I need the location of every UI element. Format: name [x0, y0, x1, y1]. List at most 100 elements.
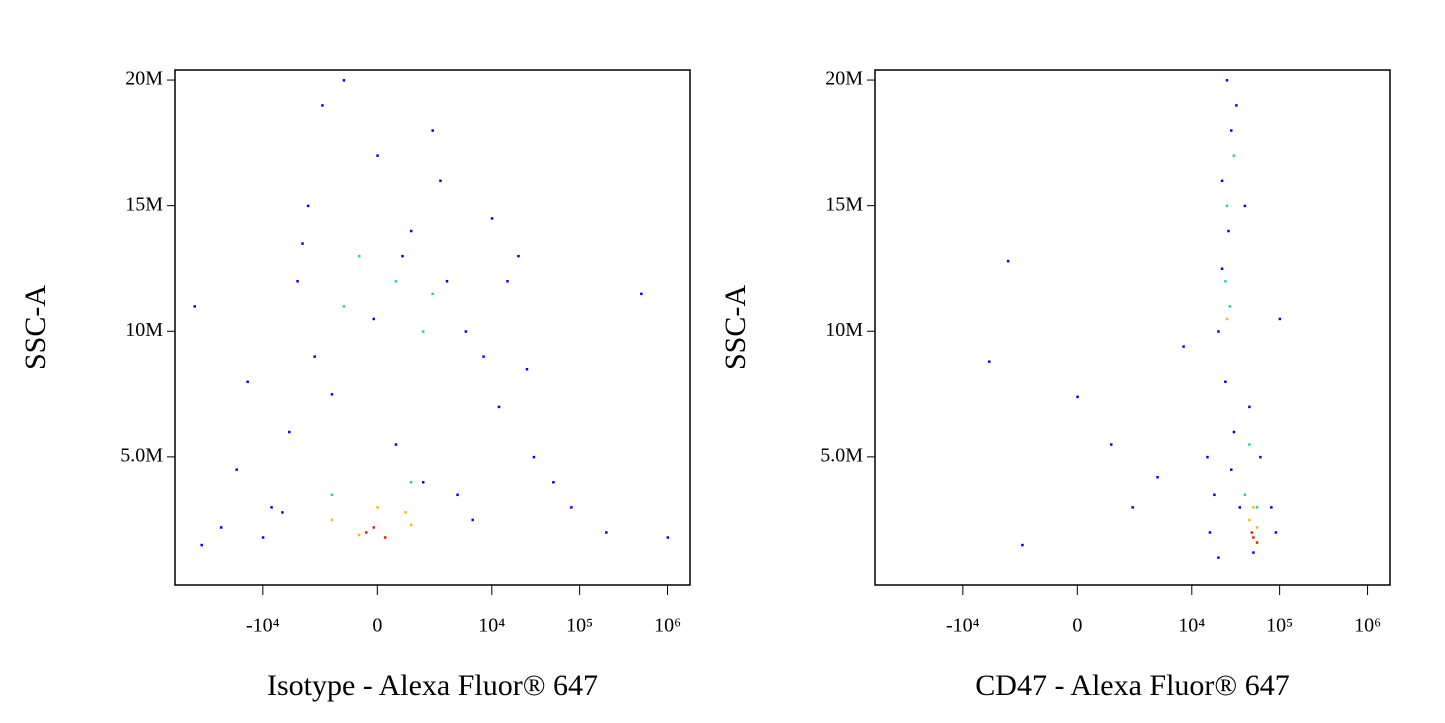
point	[1259, 455, 1262, 459]
point	[394, 280, 398, 283]
point	[490, 217, 494, 220]
point	[365, 531, 368, 534]
point	[605, 531, 608, 534]
x-tick-label: 10⁵	[566, 615, 593, 637]
x-tick-label: 0	[372, 615, 382, 637]
point	[1224, 380, 1227, 384]
x-axis-label: Isotype - Alexa Fluor® 647	[267, 669, 598, 702]
point	[1220, 179, 1224, 183]
point	[1250, 531, 1254, 534]
point	[270, 506, 273, 509]
point	[1232, 430, 1236, 434]
point	[306, 204, 310, 208]
point	[1274, 531, 1278, 534]
point	[1270, 506, 1273, 509]
point	[261, 536, 265, 539]
x-tick-label: 10⁶	[654, 615, 681, 637]
point	[1230, 468, 1233, 471]
point	[506, 280, 509, 283]
point	[439, 179, 442, 183]
point	[525, 367, 529, 371]
x-tick-label: 10⁴	[1178, 615, 1205, 637]
y-tick-label: 10M	[825, 319, 863, 341]
point	[517, 254, 520, 258]
point	[409, 229, 413, 233]
point	[193, 305, 197, 308]
point	[532, 455, 536, 459]
point	[409, 523, 413, 527]
point	[404, 511, 407, 514]
point	[1076, 395, 1079, 399]
point	[1208, 531, 1212, 534]
point	[246, 380, 249, 384]
point	[1255, 526, 1259, 529]
point	[383, 536, 387, 539]
x-tick-label: -10⁴	[946, 615, 980, 637]
point	[1252, 506, 1255, 509]
point	[1235, 104, 1238, 107]
y-tick-label: 15M	[825, 193, 863, 215]
point	[1255, 541, 1259, 544]
point	[342, 305, 346, 308]
point	[376, 154, 379, 157]
point	[1217, 556, 1220, 559]
point	[666, 536, 670, 539]
point	[421, 330, 425, 333]
point	[281, 511, 284, 514]
point	[1206, 455, 1209, 459]
point	[200, 543, 203, 547]
point	[1109, 443, 1113, 446]
point	[1225, 204, 1229, 208]
point	[1225, 317, 1229, 321]
point	[1220, 267, 1224, 270]
point	[1156, 475, 1159, 479]
point	[330, 493, 334, 497]
x-axis-label: CD47 - Alexa Fluor® 647	[975, 669, 1289, 702]
point	[1213, 493, 1216, 497]
point	[1255, 506, 1259, 509]
plot-frame	[874, 69, 1391, 586]
point	[372, 526, 376, 529]
point	[1278, 317, 1282, 321]
point	[456, 493, 459, 497]
point	[219, 526, 223, 529]
point	[1182, 345, 1185, 348]
point	[376, 506, 379, 509]
point	[640, 292, 643, 296]
y-tick-label: 5.0M	[820, 444, 863, 466]
y-tick-label: 20M	[825, 68, 863, 90]
point	[1225, 79, 1229, 82]
x-tick-label: 10⁴	[478, 615, 505, 637]
point	[313, 355, 316, 358]
point	[1232, 154, 1236, 157]
point	[330, 518, 334, 522]
point	[431, 292, 434, 296]
point	[1238, 506, 1242, 509]
point	[1228, 305, 1232, 308]
point	[394, 443, 398, 446]
point	[421, 481, 425, 484]
x-tick-label: 0	[1072, 615, 1082, 637]
point	[1248, 405, 1251, 409]
point	[570, 506, 573, 509]
y-tick-label: 5.0M	[120, 444, 163, 466]
point	[409, 481, 413, 484]
point	[1243, 493, 1247, 497]
point	[288, 430, 291, 434]
y-tick-label: 20M	[125, 68, 163, 90]
point	[357, 533, 361, 537]
point	[988, 360, 991, 363]
point	[1131, 506, 1134, 509]
point	[497, 405, 501, 409]
y-tick-label: 10M	[125, 319, 163, 341]
point	[1248, 443, 1251, 446]
point	[445, 280, 449, 283]
point	[464, 330, 468, 333]
point	[342, 79, 346, 82]
x-tick-label: 10⁶	[1354, 615, 1381, 637]
point	[301, 242, 304, 245]
point	[330, 393, 334, 396]
point	[1252, 551, 1255, 554]
point	[1248, 518, 1251, 522]
